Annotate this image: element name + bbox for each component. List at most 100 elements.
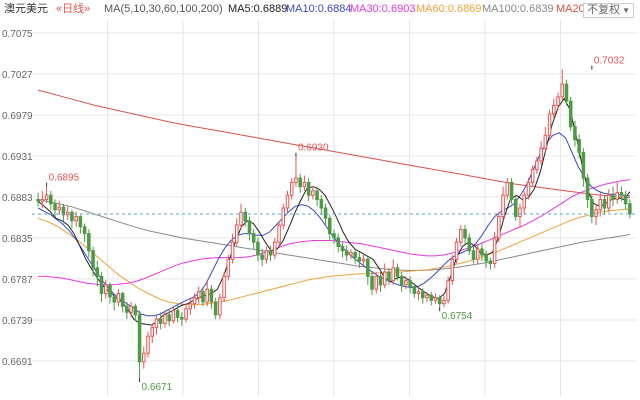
- candle-body: [585, 177, 590, 200]
- candle-body: [594, 209, 598, 218]
- candle-body: [611, 194, 615, 200]
- candle-body: [180, 316, 184, 320]
- candle-body: [471, 250, 476, 260]
- candle-body: [619, 192, 624, 196]
- candle-body: [78, 216, 83, 228]
- candle-body: [120, 292, 125, 307]
- candle-body: [543, 134, 548, 149]
- legend-ma100: MA100:0.6839: [482, 3, 554, 15]
- annotation-label: 0.6930: [298, 143, 329, 154]
- candle-body: [243, 211, 248, 222]
- candle-body: [480, 248, 484, 256]
- candle-body: [222, 275, 226, 299]
- candle-body: [446, 280, 450, 301]
- candle-body: [53, 203, 57, 211]
- y-tick-label: 0.7027: [2, 70, 33, 81]
- candle-body: [40, 198, 45, 202]
- y-tick-label: 0.6979: [2, 111, 33, 122]
- candle-body: [522, 194, 526, 209]
- candle-body: [505, 181, 510, 196]
- candle-body: [112, 296, 116, 303]
- legend-ma60: MA60:0.6869: [416, 3, 482, 15]
- candle-body: [273, 241, 277, 256]
- adjust-dropdown[interactable]: 不复权 ▼: [583, 3, 634, 18]
- candle-body: [467, 237, 472, 252]
- candle-body: [285, 194, 290, 209]
- candle-body: [142, 352, 146, 363]
- candle-body: [564, 83, 569, 102]
- candle-body: [344, 250, 349, 256]
- candle-body: [577, 139, 581, 153]
- candle-body: [133, 305, 138, 316]
- candle-body: [437, 297, 442, 305]
- candle-body: [103, 284, 108, 294]
- y-tick-label: 0.6691: [2, 357, 33, 368]
- candle-body: [188, 303, 193, 310]
- candle-body: [137, 314, 142, 363]
- annotation-label: 0.6895: [49, 173, 80, 184]
- candle-body: [590, 198, 594, 218]
- ma-legend: 澳元美元 «日线» MA(5,10,30,60,100,200) MA5:0.6…: [0, 0, 640, 18]
- candle-body: [387, 271, 391, 282]
- candle-body: [36, 198, 40, 202]
- candle-body: [454, 241, 459, 260]
- ma-params[interactable]: MA(5,10,30,60,100,200): [104, 3, 223, 15]
- line-ma200: [37, 89, 630, 199]
- candle-body: [235, 224, 239, 243]
- adjust-label: 不复权: [587, 4, 621, 16]
- candle-body: [192, 297, 197, 305]
- candle-body: [475, 248, 480, 260]
- candle-body: [573, 126, 577, 141]
- candle-body: [370, 275, 374, 290]
- candle-body: [374, 275, 379, 290]
- candle-body: [340, 245, 345, 252]
- candle-body: [239, 211, 243, 226]
- candle-body: [49, 194, 53, 205]
- candle-body: [459, 228, 463, 243]
- candle-body: [323, 207, 328, 219]
- candle-body: [91, 250, 95, 269]
- candle-body: [70, 211, 74, 222]
- candle-body: [391, 267, 395, 282]
- period-label[interactable]: «日线»: [56, 3, 91, 15]
- candle-body: [87, 233, 91, 252]
- candle-body: [209, 288, 214, 303]
- candle-body: [425, 294, 429, 299]
- candle-body: [256, 241, 260, 256]
- candle-body: [260, 254, 264, 260]
- candle-body: [442, 299, 446, 305]
- candle-body: [251, 233, 256, 243]
- line-ma60: [37, 208, 630, 306]
- candle-body: [623, 194, 628, 205]
- candle-body: [408, 280, 412, 288]
- candle-body: [277, 224, 281, 243]
- candle-body: [201, 291, 205, 303]
- y-tick-label: 0.7075: [2, 29, 33, 40]
- candle-body: [518, 207, 522, 218]
- y-tick-label: 0.6835: [2, 234, 33, 245]
- candle-body: [539, 147, 543, 162]
- candle-body: [602, 198, 607, 209]
- candle-body: [184, 308, 188, 320]
- candle-body: [82, 226, 87, 235]
- candle-body: [513, 198, 518, 218]
- legend-ma10: MA10:0.6884: [286, 3, 352, 15]
- candle-body: [628, 203, 632, 215]
- chevron-down-icon: ▼: [622, 6, 630, 15]
- candle-body: [361, 258, 366, 262]
- line-ma5: [37, 97, 631, 326]
- candle-body: [547, 113, 552, 136]
- candle-body: [150, 327, 155, 337]
- candle-body: [205, 288, 209, 303]
- candle-body: [57, 206, 62, 211]
- candle-body: [366, 258, 370, 277]
- candle-body: [552, 104, 556, 115]
- candle-body: [108, 284, 112, 298]
- candle-body: [95, 267, 100, 277]
- candle-body: [302, 181, 307, 188]
- candle-body: [61, 206, 66, 216]
- candle-body: [319, 198, 324, 209]
- candle-body: [129, 305, 133, 313]
